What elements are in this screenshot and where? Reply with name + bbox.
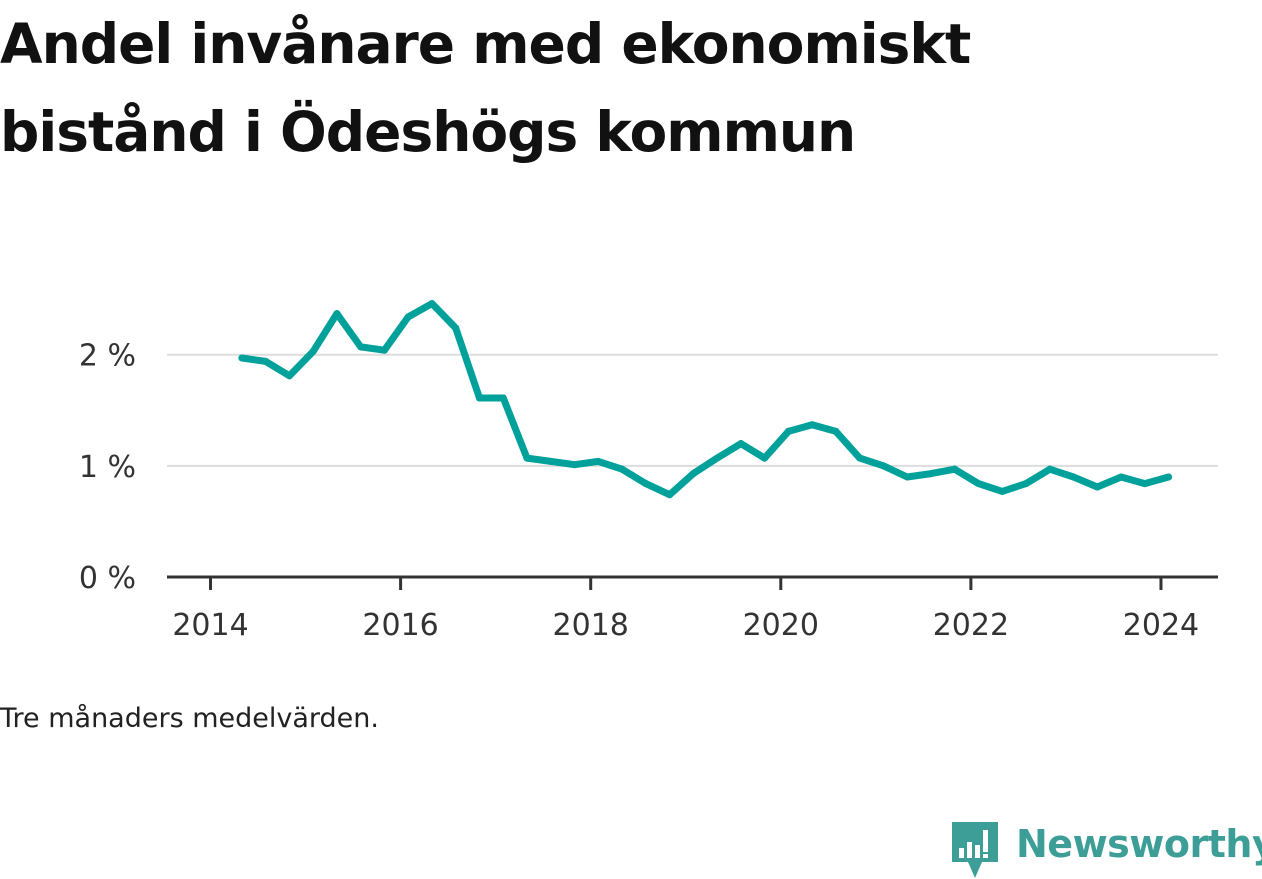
data-point — [689, 470, 697, 478]
x-tick-label: 2016 — [362, 608, 438, 643]
data-point — [571, 461, 579, 469]
x-tick-label: 2024 — [1123, 608, 1199, 643]
data-point — [1046, 465, 1054, 473]
data-point — [594, 457, 602, 465]
data-point — [262, 357, 270, 365]
data-point — [333, 310, 341, 318]
data-point — [998, 487, 1006, 495]
newsworthy-chart-icon — [950, 818, 1000, 879]
data-point — [309, 347, 317, 355]
x-tick-label: 2020 — [743, 608, 819, 643]
data-point — [357, 343, 365, 351]
data-point — [1165, 473, 1173, 481]
data-point — [1117, 473, 1125, 481]
series-layer — [238, 300, 1173, 499]
data-point — [618, 465, 626, 473]
data-point — [523, 454, 531, 462]
data-point — [951, 465, 959, 473]
brand-logo[interactable]: Newsworthy — [950, 818, 1262, 879]
gridlines — [167, 353, 1218, 467]
brand-name: Newsworthy — [1016, 822, 1262, 866]
data-point — [642, 480, 650, 488]
data-point — [761, 454, 769, 462]
y-tick-label: 0 % — [79, 561, 136, 596]
data-point — [475, 394, 483, 402]
x-tick-label: 2022 — [933, 608, 1009, 643]
series-line — [238, 300, 1173, 499]
data-point — [547, 457, 555, 465]
data-point — [927, 470, 935, 478]
x-axis-labels: 2014 2016 2018 2020 2022 2024 — [172, 608, 1199, 643]
y-tick-label: 1 % — [79, 450, 136, 485]
data-point — [285, 372, 293, 380]
data-point — [832, 427, 840, 435]
data-point — [499, 394, 507, 402]
data-point — [1070, 473, 1078, 481]
chart-note: Tre månaders medelvärden. — [0, 703, 379, 734]
x-tick-label: 2014 — [172, 608, 248, 643]
data-point — [903, 473, 911, 481]
data-point — [452, 324, 460, 332]
data-point — [666, 491, 674, 499]
data-point — [1093, 483, 1101, 491]
data-point — [879, 462, 887, 470]
data-point — [808, 421, 816, 429]
x-tick-label: 2018 — [553, 608, 629, 643]
y-axis-labels: 0 % 1 % 2 % — [79, 339, 136, 596]
data-point — [737, 440, 745, 448]
data-point — [380, 346, 388, 354]
y-tick-label: 2 % — [79, 339, 136, 374]
x-axis — [167, 575, 1218, 590]
data-point — [1141, 480, 1149, 488]
data-point — [974, 480, 982, 488]
data-point — [238, 354, 246, 362]
data-point — [404, 313, 412, 321]
data-point — [856, 454, 864, 462]
data-point — [1022, 480, 1030, 488]
chart-title: Andel invånare med ekonomiskt bistånd i … — [0, 12, 971, 164]
data-point — [713, 454, 721, 462]
line-chart: 0 % 1 % 2 % 2014 2016 2018 2020 2022 2024 — [79, 300, 1218, 643]
data-point — [428, 300, 436, 308]
data-point — [784, 427, 792, 435]
